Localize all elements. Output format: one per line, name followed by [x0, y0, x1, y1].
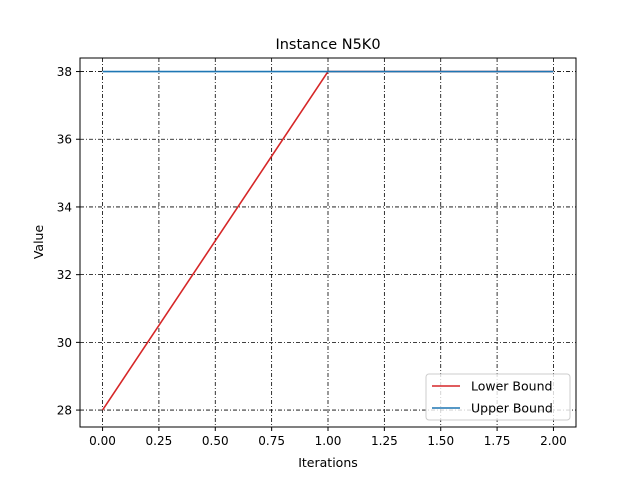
y-tick-label: 38	[57, 65, 72, 79]
x-tick-label: 0.25	[146, 434, 173, 448]
axis-ticks: 0.00 0.25 0.50 0.75 1.00 1.25 1.50 1.75 2.00 28 30…	[57, 65, 567, 448]
y-tick-label: 34	[57, 200, 72, 214]
x-tick-label: 1.50	[427, 434, 454, 448]
series-lines	[101, 70, 554, 411]
y-tick-label: 28	[57, 404, 72, 418]
legend-label-lower-bound: Lower Bound	[471, 379, 552, 394]
x-tick-label: 1.00	[315, 434, 342, 448]
x-tick-label: 2.00	[540, 434, 567, 448]
y-tick-label: 30	[57, 336, 72, 350]
y-tick-label: 36	[57, 133, 72, 147]
y-axis-label: Value	[31, 225, 46, 260]
x-tick-label: 0.75	[258, 434, 285, 448]
chart-title: Instance N5K0	[275, 37, 380, 53]
y-tick-label: 32	[57, 268, 72, 282]
x-tick-label: 1.75	[484, 434, 511, 448]
legend-box	[425, 373, 571, 421]
x-tick-label: 1.25	[371, 434, 398, 448]
legend-label-upper-bound: Upper Bound	[471, 401, 553, 416]
x-tick-label: 0.50	[202, 434, 229, 448]
x-tick-label: 0.00	[89, 434, 116, 448]
legend: Lower Bound Upper Bound	[425, 373, 571, 421]
x-axis-label: Iterations	[298, 455, 358, 470]
